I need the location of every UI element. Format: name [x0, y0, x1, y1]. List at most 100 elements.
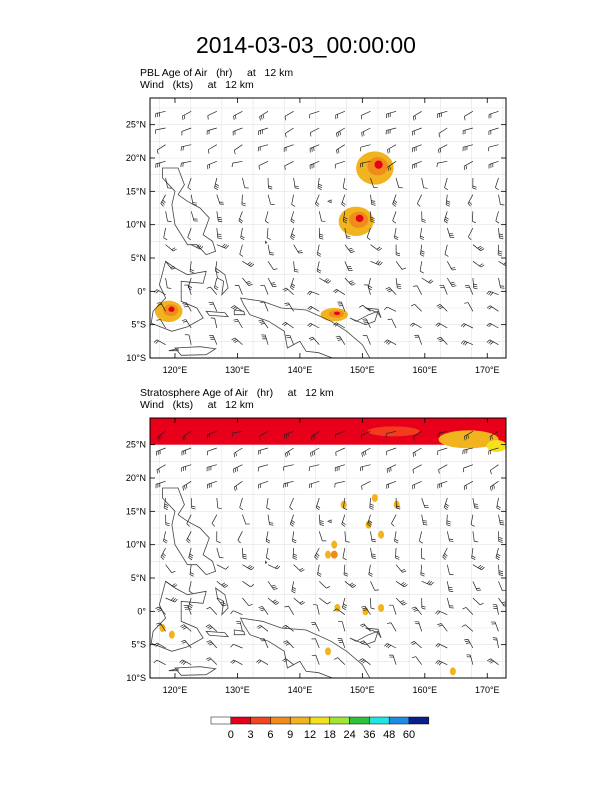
- panel1-wind-barb: [259, 111, 269, 121]
- panel1-wind-barb-shaft: [472, 277, 474, 288]
- panel1-wind-barb-shaft: [258, 161, 269, 166]
- panel2-wind-barb-shaft: [490, 464, 499, 471]
- panel2-wind-barb: [437, 623, 448, 632]
- panel2-wind-barb-shaft: [472, 597, 481, 606]
- panel2-wind-barb: [153, 659, 166, 665]
- panel2-wind-barb-shaft: [188, 581, 192, 592]
- panel1-wind-barb-feather: [284, 165, 286, 170]
- panel2-wind-barb: [343, 497, 348, 510]
- panel2-wind-barb: [230, 643, 243, 649]
- panel1-wind-barb-feather: [379, 261, 383, 266]
- panel2-wind-barb-shaft: [342, 547, 346, 558]
- panel2-wind-barb: [343, 564, 348, 577]
- panel2-wind-barb: [236, 620, 243, 632]
- panel2-wind-barb-feather: [343, 574, 348, 577]
- panel2-wind-barb-feather: [411, 656, 416, 659]
- panel2-wind-barb-feather: [275, 564, 279, 569]
- panel2-wind-barb-feather: [156, 436, 159, 441]
- panel1-wind-barb-feather: [182, 115, 184, 121]
- panel1-wind-barb: [285, 335, 294, 345]
- panel2-wind-barb-feather: [343, 603, 347, 607]
- panel1-wind-barb: [460, 340, 474, 346]
- panel2-wind-barb-shaft: [318, 514, 321, 525]
- panel2-wind-barb-feather: [191, 505, 196, 508]
- panel2-wind-barb-shaft: [319, 581, 327, 589]
- panel2-wind-barb-feather: [371, 540, 377, 543]
- panel1-wind-barb: [182, 302, 192, 312]
- panel2-wind-barb: [260, 638, 269, 649]
- panel1-wind-barb-shaft: [267, 261, 274, 270]
- panel2-wind-barb: [492, 603, 499, 615]
- panel2-wind-barb: [387, 622, 397, 632]
- panel2-wind-barb: [395, 564, 407, 573]
- panel2-wind-barb-feather: [242, 557, 247, 560]
- panel1-wind-barb: [435, 322, 448, 329]
- panel2-wind-barb-feather: [162, 553, 166, 557]
- panel1-wind-barb: [437, 110, 448, 118]
- panel2-wind-barb-feather: [462, 607, 467, 610]
- panel1-wind-barb: [335, 335, 346, 345]
- panel2-wind-barb: [242, 564, 255, 571]
- panel1-wind-barb: [488, 127, 499, 135]
- panel2-wind-barb-feather: [206, 657, 210, 660]
- panel2-wind-barb-feather: [164, 505, 169, 509]
- panel2-wind-barb-shaft: [361, 431, 371, 436]
- panel1-wind-barb-feather: [452, 268, 457, 271]
- panel2-wind-barb: [156, 622, 166, 632]
- panel2-wind-barb-feather: [273, 600, 278, 604]
- panel1-wind-barb-shaft: [233, 144, 243, 151]
- panel2-wind-barb-feather: [437, 623, 442, 626]
- panel2-wind-barb-feather: [387, 644, 391, 649]
- panel2-wind-barb: [344, 531, 350, 543]
- panel2-wind-barb-feather: [489, 486, 492, 491]
- panel1-wind-barb-feather: [451, 267, 456, 269]
- panel2-wind-barb-feather: [237, 539, 241, 544]
- panel1-wind-barb-shaft: [498, 277, 501, 288]
- panel2-wind-barb-feather: [211, 523, 216, 527]
- panel1-wind-barb-shaft: [467, 302, 474, 312]
- panel1-wind-barb-feather: [377, 261, 381, 265]
- panel2-wind-barb-feather: [291, 588, 296, 592]
- panel2-wind-barb-feather: [442, 556, 446, 560]
- panel2-wind-barb: [256, 659, 269, 665]
- panel2-wind-barb-feather: [232, 660, 236, 664]
- panel2-wind-barb-shaft: [498, 581, 503, 591]
- panel2-wind-barb-feather: [364, 450, 367, 455]
- panel2-coastline: [365, 627, 382, 639]
- panel2-wind-barb: [289, 497, 294, 511]
- panel1-wind-barb: [472, 177, 477, 190]
- panel1-wind-barb: [210, 317, 218, 329]
- panel2-wind-barb-feather: [496, 505, 501, 509]
- panel2-wind-barb-feather: [496, 507, 501, 511]
- panel2-wind-barb-shaft: [446, 581, 450, 592]
- panel2-wind-barb-feather: [182, 641, 187, 644]
- panel1-wind-barb-shaft: [437, 160, 448, 164]
- panel2-wind-barb-feather: [180, 624, 184, 627]
- panel1-wind-barb-feather: [265, 220, 269, 224]
- panel2-wind-barb-feather: [250, 566, 255, 571]
- panel1-wind-barb-shaft: [156, 289, 166, 295]
- panel2-wind-barb-feather: [363, 609, 368, 611]
- panel2-wind-barb-feather: [445, 503, 449, 507]
- panel1-wind-barb: [387, 161, 397, 171]
- panel2-wind-barb-shaft: [470, 514, 474, 525]
- panel1-wind-barb-feather: [335, 335, 340, 338]
- panel1-wind-barb-shaft: [264, 334, 269, 345]
- panel2-wind-barb-feather: [182, 661, 187, 665]
- panel2-wind-barb-shaft: [412, 481, 422, 486]
- panel2-wind-barb-feather: [230, 659, 234, 663]
- panel2-wind-barb: [282, 624, 294, 632]
- panel1-wind-barb-shaft: [319, 277, 328, 284]
- panel2-wind-barb-shaft: [341, 638, 346, 649]
- panel2-wind-barb: [412, 431, 422, 441]
- panel1-wind-barb: [366, 227, 371, 241]
- panel1-wind-barb-shaft: [370, 261, 380, 266]
- panel2-wind-barb-feather: [184, 485, 186, 490]
- panel1-wind-barb-feather: [198, 245, 202, 249]
- panel1-wind-barb: [336, 127, 346, 138]
- panel2-wind-barb: [283, 640, 294, 649]
- panel1-blob-png-center: [333, 311, 341, 316]
- panel2-wind-barb-feather: [359, 640, 364, 643]
- panel1-wind-barb-feather: [290, 220, 295, 224]
